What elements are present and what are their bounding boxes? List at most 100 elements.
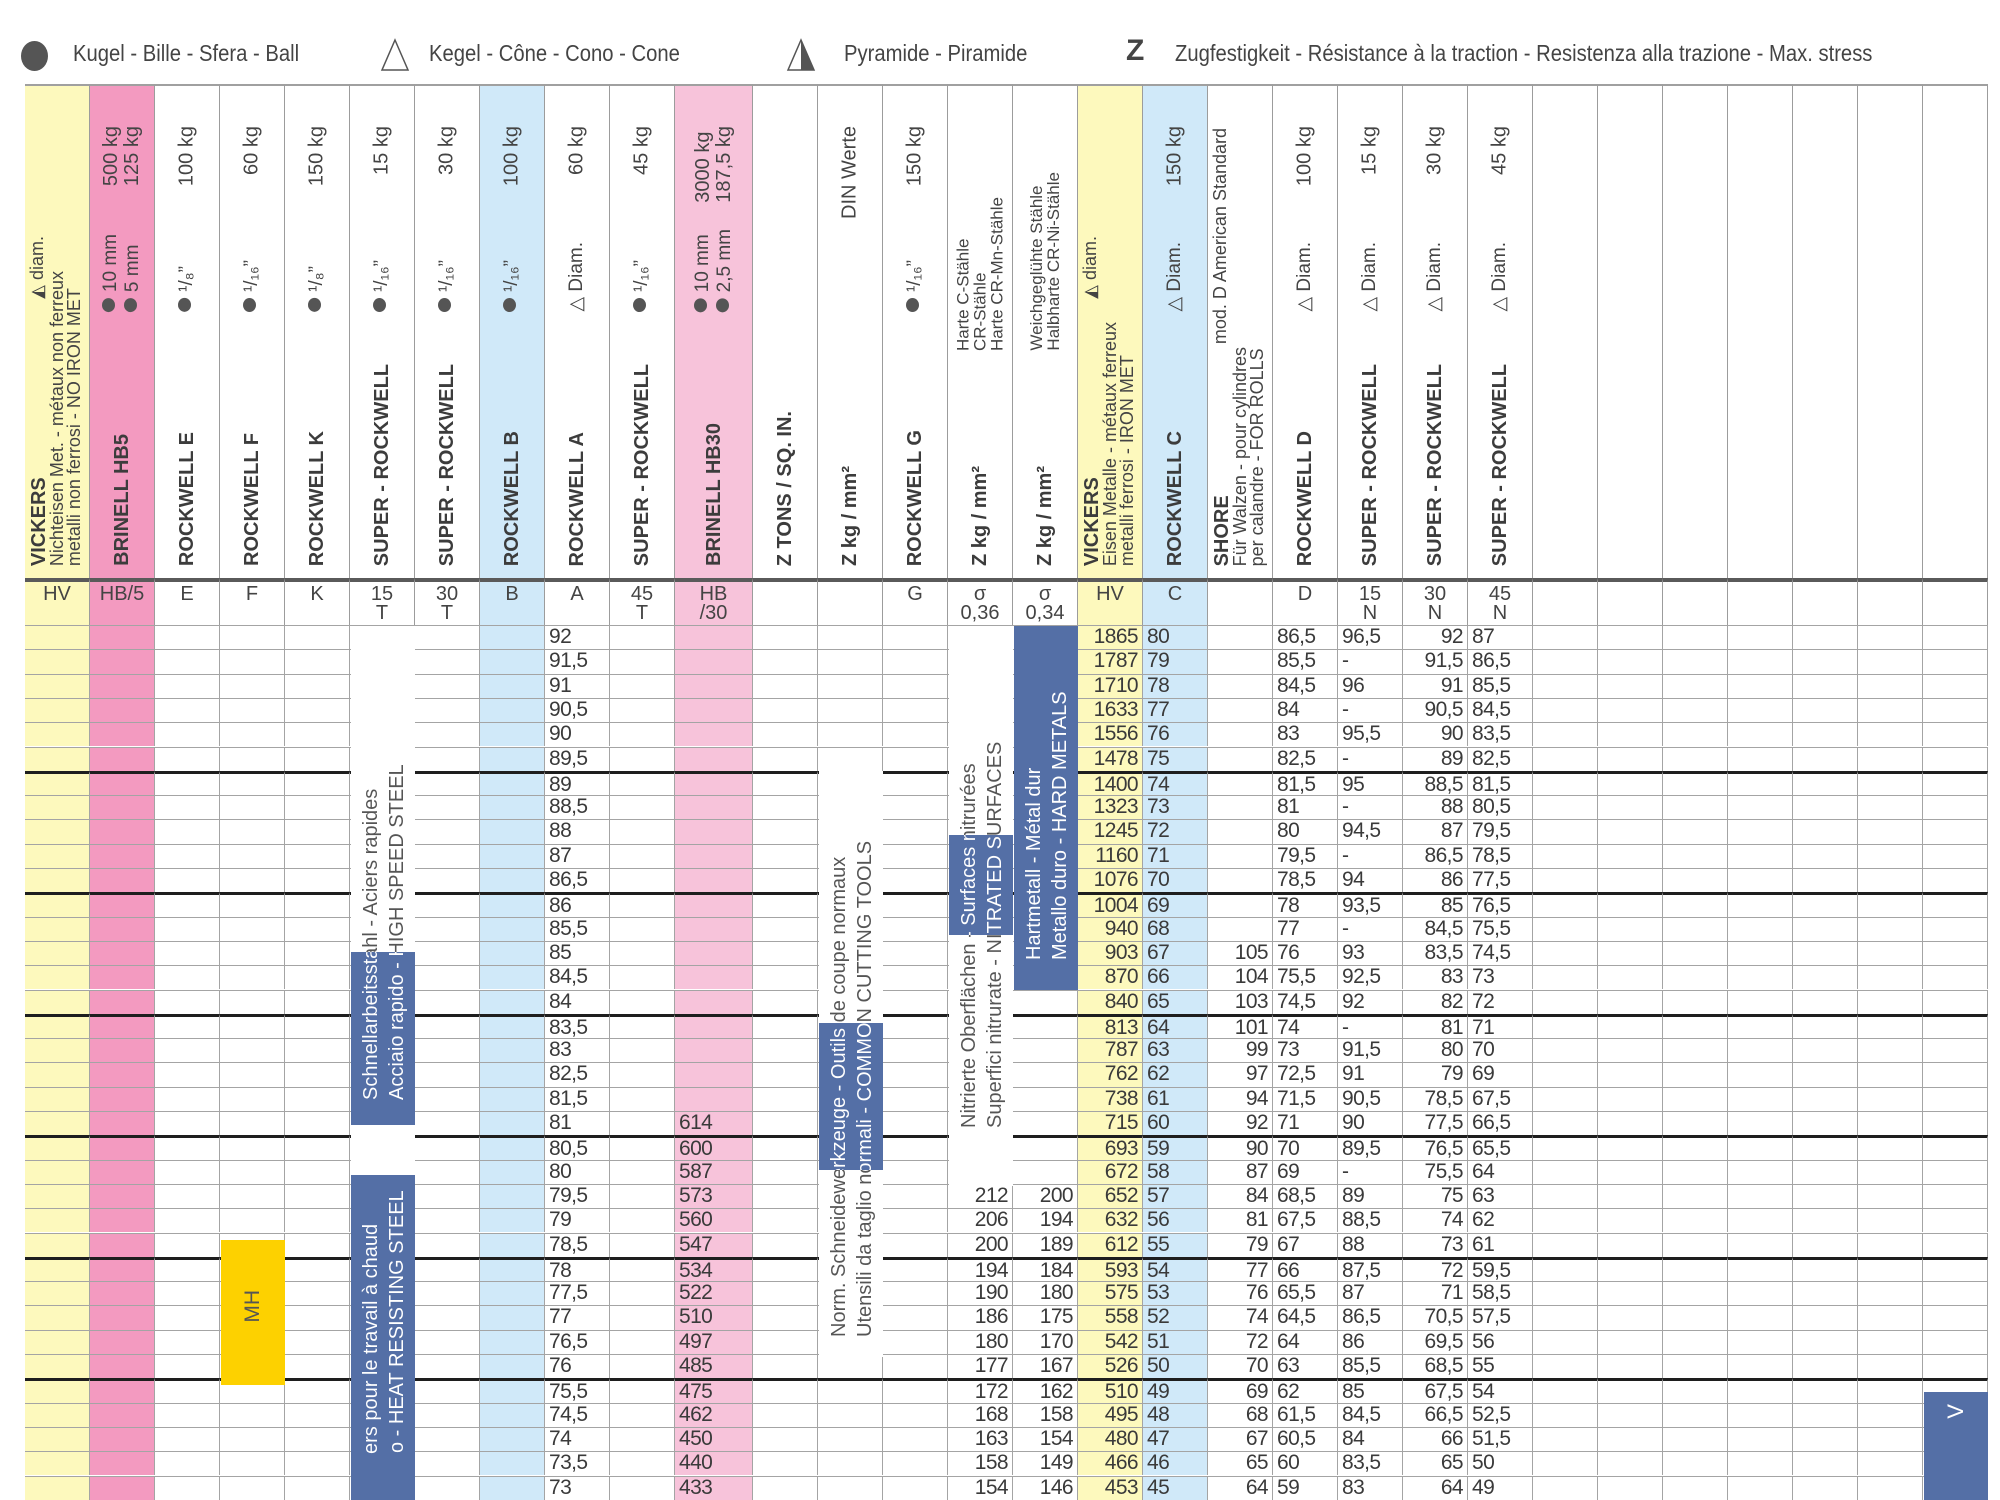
table-cell bbox=[1533, 1111, 1598, 1136]
table-cell bbox=[480, 819, 545, 844]
table-cell bbox=[155, 1281, 220, 1306]
table-cell bbox=[1728, 989, 1793, 1014]
table-cell: 81,5 bbox=[1273, 770, 1338, 796]
table-cell bbox=[753, 1378, 818, 1403]
table-cell: 64 bbox=[1468, 1159, 1533, 1184]
header-indenter: △ Diam. bbox=[566, 242, 588, 312]
table-cell bbox=[1663, 940, 1728, 966]
table-cell: 212 bbox=[948, 1183, 1013, 1209]
table-cell bbox=[220, 1208, 285, 1233]
header-load: DIN Werte bbox=[838, 126, 861, 219]
table-cell bbox=[1663, 770, 1728, 796]
table-cell: 180 bbox=[948, 1329, 1013, 1354]
table-cell bbox=[1793, 722, 1858, 747]
table-cell: 453 bbox=[1078, 1475, 1143, 1500]
header-title: ROCKWELL G bbox=[904, 429, 926, 566]
table-cell bbox=[155, 868, 220, 893]
table-cell: 90,5 bbox=[545, 697, 610, 723]
table-cell bbox=[220, 1402, 285, 1427]
table-cell bbox=[1663, 1013, 1728, 1039]
table-row: 79,5 573 212 200 652 57 84 68,5 89 75 63 bbox=[0, 1183, 2000, 1209]
table-cell bbox=[753, 1305, 818, 1330]
table-cell bbox=[220, 843, 285, 868]
table-cell bbox=[480, 1451, 545, 1476]
table-cell bbox=[285, 1329, 350, 1354]
table-cell bbox=[753, 1013, 818, 1039]
table-cell bbox=[1858, 673, 1923, 698]
table-cell bbox=[220, 892, 285, 917]
table-cell bbox=[220, 965, 285, 990]
table-cell bbox=[1793, 625, 1858, 650]
table-cell bbox=[155, 1062, 220, 1087]
table-cell: 74 bbox=[1143, 770, 1208, 796]
table-cell bbox=[1793, 819, 1858, 844]
table-cell bbox=[753, 697, 818, 723]
table-cell: 84 bbox=[1273, 697, 1338, 723]
table-cell bbox=[285, 795, 350, 820]
table-cell: 542 bbox=[1078, 1329, 1143, 1354]
table-cell: 79 bbox=[1208, 1232, 1273, 1257]
header-title: ROCKWELL F bbox=[241, 433, 263, 566]
table-cell bbox=[1858, 1354, 1923, 1379]
table-cell bbox=[480, 1086, 545, 1111]
unit-x26 bbox=[1728, 578, 1793, 625]
table-cell bbox=[675, 1013, 753, 1039]
header-load-line: 500 kg bbox=[100, 126, 122, 187]
table-cell: 813 bbox=[1078, 1013, 1143, 1039]
table-cell: 64 bbox=[1403, 1475, 1468, 1500]
table-cell bbox=[1923, 1135, 1988, 1160]
table-cell bbox=[1923, 1038, 1988, 1063]
table-cell bbox=[1533, 746, 1598, 771]
table-cell: 738 bbox=[1078, 1086, 1143, 1111]
table-cell bbox=[155, 1451, 220, 1476]
table-cell bbox=[25, 697, 90, 723]
table-cell bbox=[610, 1329, 675, 1354]
table-cell bbox=[415, 649, 480, 674]
table-cell: 61 bbox=[1468, 1232, 1533, 1257]
table-cell: 85 bbox=[545, 940, 610, 966]
table-cell: 1400 bbox=[1078, 770, 1143, 796]
table-cell: 74,5 bbox=[1273, 989, 1338, 1014]
table-cell bbox=[25, 1475, 90, 1500]
table-cell bbox=[285, 1086, 350, 1111]
table-cell: 83,5 bbox=[545, 1013, 610, 1039]
header-title: ROCKWELL D bbox=[1294, 430, 1316, 566]
header-subtitle: metalli non ferrosi - NO IRON MET bbox=[64, 287, 84, 566]
ball-icon bbox=[102, 298, 116, 312]
table-cell bbox=[610, 1402, 675, 1427]
table-cell bbox=[220, 868, 285, 893]
header-indenter-line: 10 mm bbox=[692, 229, 714, 312]
table-cell bbox=[818, 1354, 883, 1379]
table-cell bbox=[90, 1281, 155, 1306]
table-cell bbox=[1923, 1062, 1988, 1087]
ball-icon bbox=[633, 298, 647, 312]
header-note: Harte C-Stähle CR-Stähle Harte CR-Mn-Stähl… bbox=[954, 197, 1007, 351]
header-indenter: ¹/₈” bbox=[306, 266, 328, 312]
table-cell: 74,5 bbox=[545, 1402, 610, 1427]
table-cell bbox=[883, 1038, 948, 1063]
table-row: 92 1865 80 86,5 96,5 92 87 bbox=[0, 625, 2000, 650]
table-cell bbox=[1598, 1062, 1663, 1087]
table-cell bbox=[1208, 722, 1273, 747]
table-cell: 88,5 bbox=[1338, 1208, 1403, 1233]
table-cell bbox=[1598, 965, 1663, 990]
table-cell: 497 bbox=[675, 1329, 753, 1354]
table-cell bbox=[1793, 1426, 1858, 1452]
table-cell: 180 bbox=[1013, 1281, 1078, 1306]
table-cell: 73 bbox=[1273, 1038, 1338, 1063]
table-cell: 87 bbox=[1468, 625, 1533, 650]
cone-icon: △ bbox=[566, 292, 587, 312]
continuation-marker[interactable]: V bbox=[1924, 1392, 1988, 1500]
table-cell: 90,5 bbox=[1338, 1086, 1403, 1111]
table-cell: 65 bbox=[1208, 1451, 1273, 1476]
unit-f: F bbox=[220, 578, 285, 625]
table-cell: 67,5 bbox=[1273, 1208, 1338, 1233]
table-cell bbox=[285, 892, 350, 917]
header-hv2: VICKERS Eisen Metalle - métaux ferreux met… bbox=[1078, 84, 1143, 578]
table-cell bbox=[1013, 1013, 1078, 1039]
table-cell: 1160 bbox=[1078, 843, 1143, 868]
table-cell bbox=[415, 1038, 480, 1063]
table-cell bbox=[25, 673, 90, 698]
table-cell: 101 bbox=[1208, 1013, 1273, 1039]
header-load-line: 125 kg bbox=[121, 126, 143, 187]
